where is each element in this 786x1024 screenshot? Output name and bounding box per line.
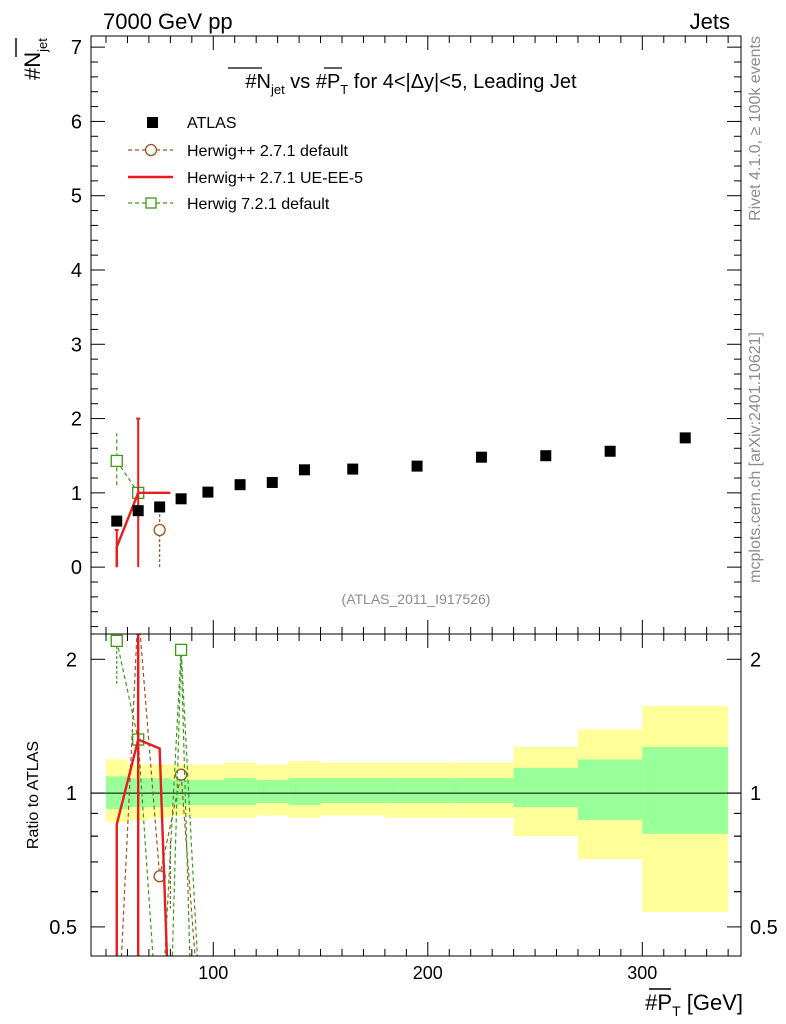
legend-marker-atlas [147, 117, 158, 128]
main-y-tick-label: 4 [71, 260, 82, 282]
atlas-data-point [411, 460, 423, 472]
main-panel: 0 1 2 3 4 5 6 7 #Njet vs #PT for 4<|Δy|<5, Lead… [15, 35, 742, 635]
atlas-data-point [679, 432, 691, 444]
main-y-tick-label: 1 [71, 483, 82, 505]
ratio-band-inner [320, 778, 385, 803]
atlas-data-point [202, 486, 214, 498]
atlas-data-point [234, 479, 246, 491]
herwig7-ratio-line [116, 640, 198, 956]
ratio-ticks: 100 200 300 0.5 0.5 1 1 2 2 [49, 634, 778, 983]
atlas-data-point [111, 515, 123, 527]
main-y-tick-label: 3 [71, 334, 82, 356]
main-y-axis-label: #Njet [20, 38, 50, 80]
ratio-y-tick-label-left: 1 [66, 783, 77, 805]
atlas-data-point [540, 450, 552, 462]
x-tick-label: 200 [413, 963, 443, 983]
atlas-data-point [266, 476, 278, 488]
main-y-tick-label: 2 [71, 409, 82, 431]
herwig7-ratio-marker [110, 634, 123, 648]
rivet-version-label: Rivet 4.1.0, ≥ 100k events [747, 36, 764, 221]
ratio-panel: 100 200 300 0.5 0.5 1 1 2 2 Ratio to ATLAS #PT [… [25, 633, 778, 1019]
legend-label-herwigpp-ue: Herwig++ 2.7.1 UE-EE-5 [187, 170, 363, 187]
herwig7-ratio-marker [174, 643, 188, 657]
ratio-band-inner [449, 778, 514, 803]
ratio-y-tick-label-right: 2 [750, 649, 761, 671]
atlas-data-point [175, 493, 187, 505]
main-y-tick-label: 6 [71, 111, 82, 133]
x-axis-label: #PT [GeV] [645, 990, 743, 1019]
x-tick-label: 300 [627, 963, 657, 983]
herwig7-main-marker [110, 454, 123, 468]
ratio-y-tick-label-right: 0.5 [750, 917, 778, 939]
analysis-watermark: (ATLAS_2011_I917526) [342, 591, 491, 607]
ratio-band-inner [513, 767, 578, 808]
x-tick-label: 100 [198, 963, 228, 983]
ratio-band-inner [191, 780, 225, 806]
legend-marker-herwig7 [145, 197, 157, 209]
header-right-label: Jets [690, 9, 730, 34]
main-y-tick-label: 7 [71, 37, 82, 59]
ratio-band-inner [384, 778, 450, 803]
atlas-data-point [132, 505, 144, 517]
main-y-tick-label: 5 [71, 186, 82, 208]
mcplots-credit-label: mcplots.cern.ch [arXiv:2401.10621] [747, 332, 764, 583]
main-y-tick-label: 0 [71, 557, 82, 579]
ratio-y-tick-label-left: 0.5 [49, 917, 77, 939]
legend-label-herwigpp-default: Herwig++ 2.7.1 default [187, 143, 349, 160]
ratio-band-inner [288, 778, 321, 806]
herwigpp-default-ratio-marker [174, 768, 188, 781]
herwig7-ratio-spike [171, 649, 191, 956]
ratio-y-axis-label: Ratio to ATLAS [25, 741, 42, 849]
chart-title: #Njet vs #PT for 4<|Δy|<5, Leading Jet [245, 71, 577, 97]
atlas-data-point [604, 445, 616, 457]
ratio-band-inner [256, 780, 289, 803]
legend-label-atlas: ATLAS [187, 115, 237, 132]
ratio-y-tick-label-left: 2 [66, 649, 77, 671]
ratio-band-inner [642, 746, 729, 834]
main-series-layer [110, 417, 691, 568]
atlas-data-point [154, 501, 166, 513]
legend-label-herwig7: Herwig 7.2.1 default [187, 196, 330, 213]
ratio-series-layer [110, 634, 198, 956]
header-left-label: 7000 GeV pp [103, 9, 233, 34]
ratio-frame [90, 633, 742, 957]
herwigpp-default-main-marker [153, 523, 166, 537]
atlas-data-point [475, 451, 487, 463]
main-ticks: 0 1 2 3 4 5 6 7 [71, 36, 741, 634]
ratio-band-inner [577, 759, 643, 820]
ratio-band-inner [224, 778, 257, 806]
atlas-data-point [298, 464, 310, 476]
atlas-data-point [347, 463, 359, 475]
ratio-uncertainty-bands [91, 706, 741, 913]
legend-marker-herwigpp-default [144, 143, 158, 157]
legend: ATLAS Herwig++ 2.7.1 default Herwig++ 2.… [128, 115, 363, 213]
ratio-y-tick-label-right: 1 [750, 783, 761, 805]
